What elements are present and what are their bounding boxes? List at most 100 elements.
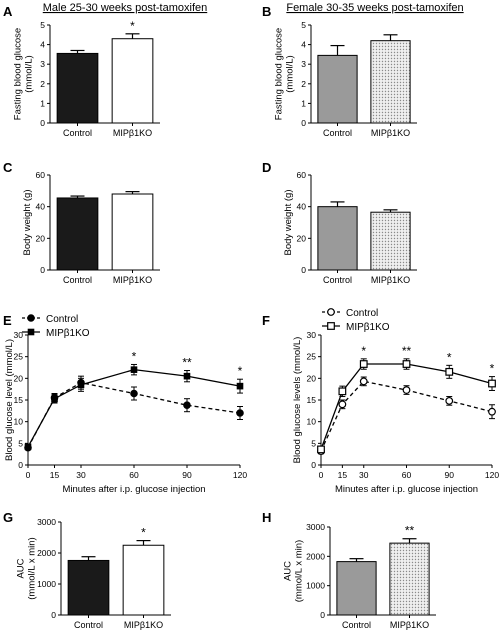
bar <box>370 40 411 124</box>
x-tick-label: MIPβ1KO <box>371 128 410 138</box>
y-tick-label: 20 <box>14 373 24 383</box>
y-axis-label: Body weight (g) <box>283 189 294 255</box>
panel-f: F 0 5 10 15 20 25 30 Blood glucose levels (mmol/… <box>262 308 499 495</box>
panel-letter: D <box>262 160 271 175</box>
bar <box>317 206 358 271</box>
y-tick-label: 20 <box>297 233 307 243</box>
x-tick-label: Control <box>323 128 352 138</box>
y-axis-label: Fasting blood glucose(mmol/L) <box>274 28 296 120</box>
y-tick-label: 0 <box>40 118 45 128</box>
y-tick-label: 0 <box>320 610 325 620</box>
x-tick-label: 90 <box>182 470 192 480</box>
y-tick-label: 20 <box>36 233 46 243</box>
x-tick-label: Control <box>342 620 371 630</box>
y-tick-label: 10 <box>14 417 24 427</box>
data-point <box>51 395 58 402</box>
y-tick-label: 4 <box>40 40 45 50</box>
x-tick-label: MIPβ1KO <box>390 620 429 630</box>
chart-title: Female 30-35 weeks post-tamoxifen <box>286 2 463 14</box>
x-tick-label: 90 <box>445 470 455 480</box>
significance-marker: * <box>132 349 137 363</box>
x-tick-label: 60 <box>129 470 139 480</box>
y-tick-label: 40 <box>297 202 307 212</box>
panel-letter: C <box>3 160 13 175</box>
bar <box>56 197 99 271</box>
legend-label: Control <box>46 314 78 325</box>
bar <box>111 38 154 124</box>
data-point <box>236 409 244 417</box>
y-tick-label: 0 <box>301 118 306 128</box>
bar <box>370 211 411 271</box>
x-tick-label: MIPβ1KO <box>124 620 163 630</box>
y-axis-label: AUC(mmol/L x min) <box>16 537 38 599</box>
significance-marker: * <box>130 19 135 33</box>
bar <box>336 561 377 616</box>
x-tick-label: 30 <box>76 470 86 480</box>
x-tick-label: Control <box>63 275 92 285</box>
panel-letter: H <box>262 510 271 525</box>
data-point <box>488 407 496 416</box>
x-tick-label: Control <box>323 275 352 285</box>
panel-letter: F <box>262 313 270 328</box>
x-tick-label: 30 <box>359 470 369 480</box>
y-axis-label: Body weight (g) <box>22 189 33 255</box>
data-point <box>402 360 411 368</box>
y-tick-label: 25 <box>14 352 24 362</box>
y-axis-label: Blood glucose level (mmol/L) <box>4 339 15 461</box>
y-tick-label: 0 <box>18 460 23 470</box>
x-axis-label: Minutes after i.p. glucose injection <box>62 484 205 495</box>
y-tick-label: 1000 <box>37 579 56 589</box>
x-axis-label: Minutes after i.p. glucose injection <box>335 484 478 495</box>
y-tick-label: 5 <box>40 20 45 30</box>
data-point <box>445 367 454 376</box>
y-tick-label: 0 <box>301 265 306 275</box>
y-tick-label: 2 <box>301 79 306 89</box>
y-tick-label: 0 <box>311 460 316 470</box>
y-tick-label: 2000 <box>306 551 325 561</box>
panel-letter: A <box>3 4 13 19</box>
y-tick-label: 5 <box>301 20 306 30</box>
data-point <box>27 328 35 336</box>
series-line <box>27 369 241 448</box>
significance-marker: * <box>490 362 495 376</box>
significance-marker: ** <box>182 356 192 370</box>
x-tick-label: 120 <box>485 470 499 480</box>
y-tick-label: 15 <box>307 395 317 405</box>
y-tick-label: 15 <box>14 395 24 405</box>
y-tick-label: 60 <box>297 170 307 180</box>
y-tick-label: 2000 <box>37 548 56 558</box>
significance-marker: * <box>361 344 366 358</box>
series-line <box>320 380 493 452</box>
data-point <box>359 360 368 368</box>
significance-marker: * <box>141 526 146 540</box>
x-tick-label: 0 <box>319 470 324 480</box>
data-point <box>183 401 191 410</box>
x-tick-label: 120 <box>233 470 247 480</box>
y-tick-label: 30 <box>14 330 24 340</box>
y-tick-label: 3 <box>40 59 45 69</box>
data-point <box>130 389 138 398</box>
x-tick-label: MIPβ1KO <box>113 275 152 285</box>
x-tick-label: MIPβ1KO <box>113 128 152 138</box>
bar <box>56 52 99 124</box>
panel-letter: G <box>3 510 13 525</box>
data-point <box>317 445 325 454</box>
data-point <box>130 366 138 373</box>
x-tick-label: Control <box>74 620 103 630</box>
y-tick-label: 3000 <box>37 517 56 527</box>
panel-a: A Male 25-30 weeks post-tamoxifen 0 1 2 3 4 5 Fa… <box>3 2 207 138</box>
significance-marker: * <box>447 350 452 364</box>
bar <box>111 193 154 271</box>
data-point <box>359 377 368 386</box>
data-point <box>488 379 496 388</box>
y-axis-label: Blood glucose levels (mmol/L) <box>292 337 303 464</box>
data-point <box>24 443 32 451</box>
bar <box>122 544 165 616</box>
data-point <box>402 386 411 394</box>
series-line <box>27 381 241 448</box>
y-tick-label: 2 <box>40 79 45 89</box>
x-tick-label: 15 <box>338 470 348 480</box>
